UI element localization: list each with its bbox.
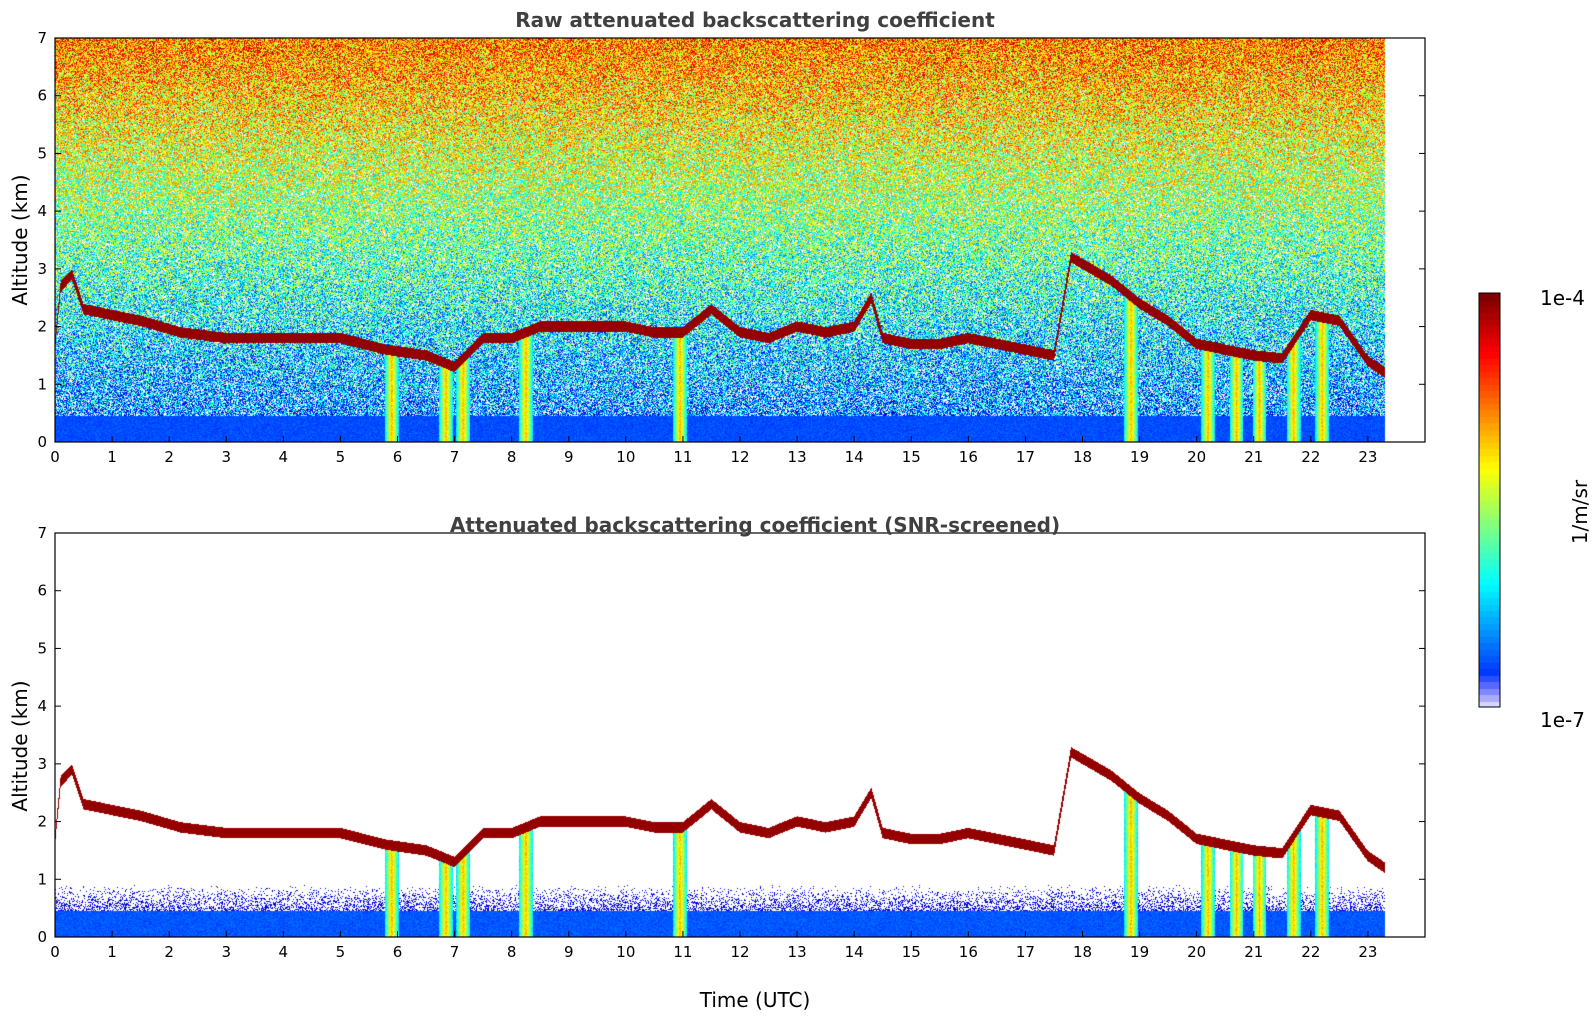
plot-frame: [54, 37, 1426, 443]
x-tick-label: 21: [1244, 448, 1263, 466]
x-tick-label: 6: [393, 448, 403, 466]
x-tick-label: 4: [279, 943, 289, 961]
colorbar-unit-label: 1/m/sr: [1568, 479, 1592, 545]
x-tick-label: 12: [730, 943, 749, 961]
x-tick-label: 3: [221, 448, 231, 466]
x-tick-label: 20: [1187, 943, 1206, 961]
y-tick-label: 6: [37, 87, 47, 105]
colorbar-frame: [1478, 292, 1501, 708]
y-tick-label: 4: [37, 202, 47, 220]
x-tick-label: 18: [1073, 943, 1092, 961]
x-tick-label: 1: [107, 448, 117, 466]
x-tick-label: 19: [1130, 943, 1149, 961]
x-tick-label: 10: [616, 943, 635, 961]
x-tick-label: 14: [845, 448, 864, 466]
x-tick-label: 22: [1301, 448, 1320, 466]
y-tick-label: 2: [37, 813, 47, 831]
x-tick-label: 6: [393, 943, 403, 961]
y-axis-label-raw: Altitude (km): [8, 174, 32, 306]
x-axis-label: Time (UTC): [699, 988, 811, 1012]
chart-title-screened: Attenuated backscattering coefficient (S…: [449, 513, 1061, 537]
y-tick-label: 6: [37, 582, 47, 600]
x-tick-label: 8: [507, 943, 517, 961]
x-tick-label: 7: [450, 943, 460, 961]
x-tick-label: 11: [673, 448, 692, 466]
x-tick-label: 3: [221, 943, 231, 961]
x-tick-label: 16: [959, 448, 978, 466]
x-tick-label: 4: [279, 448, 289, 466]
chart-title-raw: Raw attenuated backscattering coefficien…: [515, 8, 995, 32]
x-tick-label: 17: [1016, 943, 1035, 961]
x-tick-label: 12: [730, 448, 749, 466]
y-tick-label: 3: [37, 755, 47, 773]
x-tick-label: 0: [50, 448, 60, 466]
x-tick-label: 15: [902, 943, 921, 961]
x-tick-label: 19: [1130, 448, 1149, 466]
x-tick-label: 0: [50, 943, 60, 961]
x-tick-label: 13: [788, 943, 807, 961]
x-tick-label: 22: [1301, 943, 1320, 961]
y-tick-label: 7: [37, 524, 47, 542]
x-tick-label: 5: [336, 943, 346, 961]
colorbar-canvas: [1479, 293, 1500, 707]
heatmap-raw-canvas: [55, 38, 1425, 442]
plot-frame: [54, 532, 1426, 938]
x-tick-label: 17: [1016, 448, 1035, 466]
x-tick-label: 2: [164, 943, 174, 961]
y-tick-label: 3: [37, 260, 47, 278]
x-tick-label: 18: [1073, 448, 1092, 466]
x-tick-label: 14: [845, 943, 864, 961]
x-tick-label: 2: [164, 448, 174, 466]
y-tick-label: 0: [37, 928, 47, 946]
x-tick-label: 11: [673, 943, 692, 961]
x-tick-label: 23: [1358, 448, 1377, 466]
x-tick-label: 9: [564, 943, 574, 961]
x-tick-label: 10: [616, 448, 635, 466]
y-tick-label: 0: [37, 433, 47, 451]
y-tick-label: 5: [37, 144, 47, 162]
y-tick-label: 1: [37, 870, 47, 888]
x-tick-label: 21: [1244, 943, 1263, 961]
y-tick-label: 2: [37, 318, 47, 336]
x-tick-label: 23: [1358, 943, 1377, 961]
y-tick-label: 5: [37, 639, 47, 657]
x-tick-label: 1: [107, 943, 117, 961]
x-tick-label: 5: [336, 448, 346, 466]
x-tick-label: 9: [564, 448, 574, 466]
x-tick-label: 13: [788, 448, 807, 466]
colorbar-max-label: 1e-4: [1540, 286, 1585, 310]
y-tick-label: 1: [37, 375, 47, 393]
y-tick-label: 7: [37, 29, 47, 47]
x-tick-label: 8: [507, 448, 517, 466]
x-tick-label: 7: [450, 448, 460, 466]
x-tick-label: 16: [959, 943, 978, 961]
y-tick-label: 4: [37, 697, 47, 715]
y-axis-label-screened: Altitude (km): [8, 680, 32, 812]
colorbar-min-label: 1e-7: [1540, 708, 1585, 732]
x-tick-label: 20: [1187, 448, 1206, 466]
heatmap-screened-canvas: [55, 533, 1425, 937]
x-tick-label: 15: [902, 448, 921, 466]
